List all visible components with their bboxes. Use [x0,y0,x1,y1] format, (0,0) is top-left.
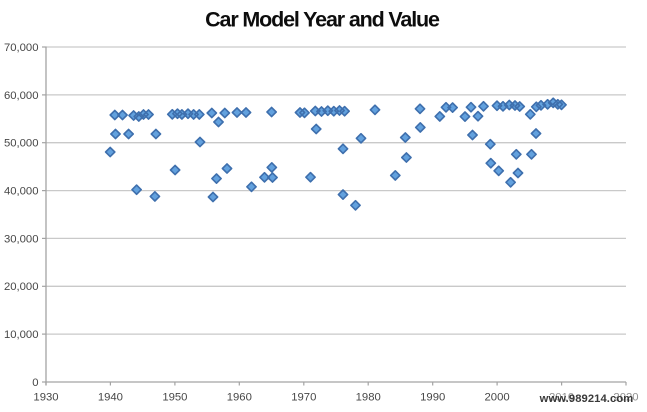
svg-text:40,000: 40,000 [4,186,39,198]
svg-text:30,000: 30,000 [4,233,39,245]
svg-text:10,000: 10,000 [4,329,39,341]
svg-text:60,000: 60,000 [4,90,39,102]
svg-text:Car Model Year and Value: Car Model Year and Value [205,7,440,31]
svg-text:1940: 1940 [98,392,123,404]
svg-text:1990: 1990 [420,392,445,404]
svg-text:1970: 1970 [291,392,316,404]
svg-text:2010: 2010 [549,392,574,404]
svg-text:1950: 1950 [162,392,187,404]
svg-text:www.989214.com: www.989214.com [539,393,634,405]
svg-text:2020: 2020 [613,392,638,404]
svg-text:1980: 1980 [356,392,381,404]
svg-text:1930: 1930 [33,392,58,404]
svg-text:0: 0 [32,377,38,389]
svg-text:1960: 1960 [227,392,252,404]
svg-text:50,000: 50,000 [4,138,39,150]
svg-text:2000: 2000 [485,392,510,404]
svg-text:20,000: 20,000 [4,281,39,293]
svg-text:70,000: 70,000 [4,42,39,54]
